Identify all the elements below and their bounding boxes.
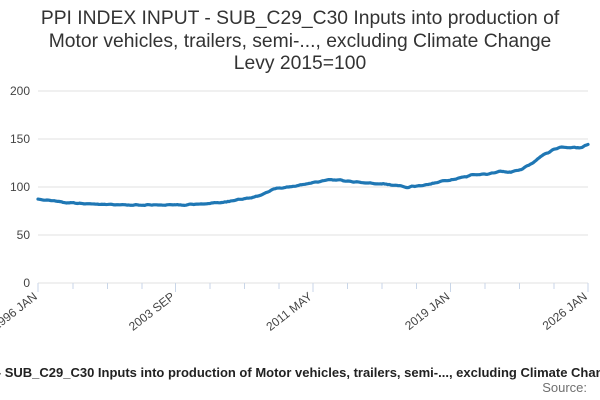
svg-text:100: 100 [10,180,30,194]
svg-text:2026 JAN: 2026 JAN [540,289,590,332]
svg-text:150: 150 [10,132,30,146]
svg-text:0: 0 [23,276,30,290]
svg-text:2003 SEP: 2003 SEP [126,289,177,333]
svg-text:200: 200 [10,84,30,98]
svg-text:2011 MAY: 2011 MAY [263,289,314,333]
svg-text:50: 50 [17,228,31,242]
svg-text:1996 JAN: 1996 JAN [0,289,40,332]
svg-text:2019 JAN: 2019 JAN [402,289,452,332]
